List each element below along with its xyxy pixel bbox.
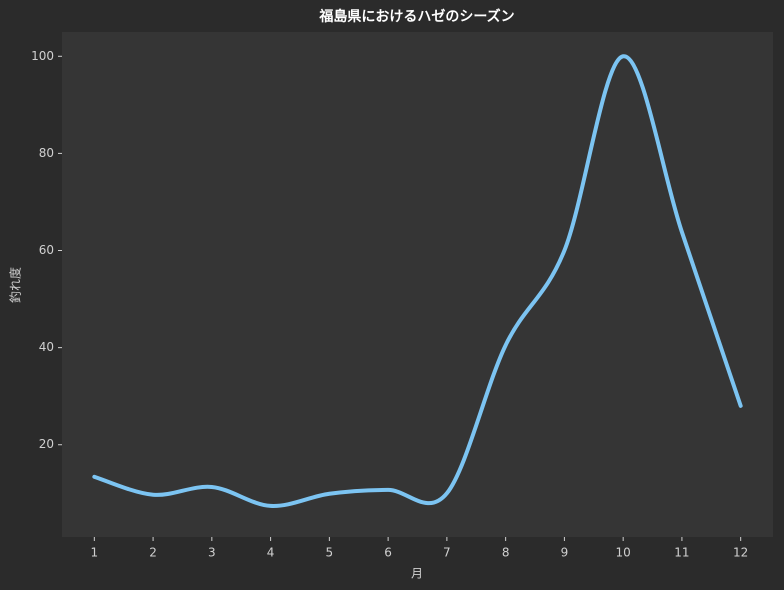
- x-tick-label: 9: [561, 546, 569, 560]
- y-tick-label: 80: [39, 146, 54, 160]
- x-tick-label: 8: [502, 546, 510, 560]
- x-tick-label: 11: [674, 546, 689, 560]
- chart-title: 福島県におけるハゼのシーズン: [318, 8, 514, 25]
- x-tick-label: 6: [384, 546, 392, 560]
- x-tick-label: 2: [149, 546, 157, 560]
- y-axis-label: 釣れ度: [8, 267, 23, 303]
- y-tick-label: 20: [39, 437, 54, 451]
- x-tick-label: 3: [208, 546, 216, 560]
- x-tick-label: 1: [90, 546, 98, 560]
- plot-area: [62, 32, 773, 537]
- x-tick-label: 10: [616, 546, 631, 560]
- x-axis-label: 月: [411, 567, 423, 581]
- x-tick-label: 4: [267, 546, 275, 560]
- y-tick-label: 60: [39, 243, 54, 257]
- data-line: [92, 54, 743, 508]
- x-tick-label: 7: [443, 546, 451, 560]
- x-tick-label: 5: [326, 546, 334, 560]
- y-tick-label: 40: [39, 340, 54, 354]
- y-tick-label: 100: [31, 49, 54, 63]
- x-tick-label: 12: [733, 546, 748, 560]
